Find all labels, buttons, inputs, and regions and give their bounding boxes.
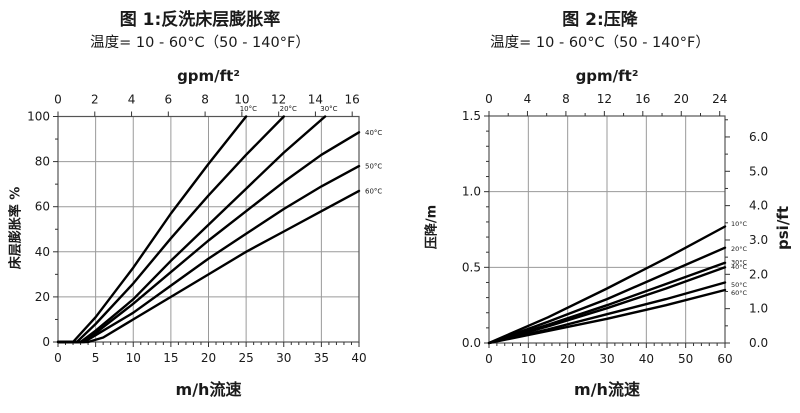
curve-label-20°C: 20°C — [280, 105, 297, 113]
tick-label: 20 — [35, 290, 50, 304]
figure-1-plot: 0 5 10 15 20 25 30 35 40 0 2 4 6 8 10 12 14 16 0 20 40 60 80 10… — [27, 93, 382, 366]
tick-label: 8 — [562, 92, 570, 106]
tick-label: 0.5 — [462, 260, 481, 274]
tick-label: 4 — [524, 92, 532, 106]
curve-20°C — [56, 115, 285, 344]
tick-label: 0 — [54, 351, 62, 365]
tick-label: 12 — [271, 93, 286, 107]
tick-label: 30 — [599, 352, 614, 366]
tick-label: 4.0 — [749, 199, 768, 213]
tick-label: 20 — [674, 92, 689, 106]
tick-label: 2.0 — [749, 267, 768, 281]
tick-label: 5.0 — [749, 164, 768, 178]
figure-2-pressure-drop: 图 2:压降 温度= 10 - 60°C（50 - 140°F） gpm/ft²… — [400, 0, 800, 413]
tick-label: 1.5 — [462, 109, 481, 123]
tick-label: 20 — [201, 351, 216, 365]
tick-label: 40 — [35, 245, 50, 259]
figure-1-title: 图 1:反洗床层膨胀率 — [119, 10, 281, 30]
tick-label: 35 — [314, 351, 329, 365]
tick-label: 6.0 — [749, 130, 768, 144]
curve-50°C — [56, 164, 361, 344]
figure-2-top-axis-unit: gpm/ft² — [575, 67, 639, 85]
tick-label: 8 — [201, 93, 209, 107]
tick-label: 0 — [54, 93, 62, 107]
curve-label-20°C: 20°C — [731, 245, 748, 253]
curve-60°C — [56, 189, 361, 344]
curve-label-60°C: 60°C — [365, 187, 382, 195]
figure-2-subtitle: 温度= 10 - 60°C（50 - 140°F） — [490, 35, 710, 51]
tick-label: 2 — [91, 93, 99, 107]
tick-label: 12 — [597, 92, 612, 106]
tick-label: 0 — [42, 335, 50, 349]
tick-label: 80 — [35, 155, 50, 169]
tick-label: 24 — [712, 92, 727, 106]
figure-2-x-axis-title: m/h流速 — [574, 380, 640, 399]
tick-label: 0 — [485, 92, 493, 106]
curve-label-10°C: 10°C — [731, 220, 748, 228]
curve-label-30°C: 30°C — [731, 259, 748, 267]
tick-label: 60 — [35, 200, 50, 214]
figure-1-bed-expansion: 图 1:反洗床层膨胀率 温度= 10 - 60°C（50 - 140°F） gp… — [9, 10, 383, 399]
tick-label: 10 — [234, 93, 249, 107]
curve-10°C — [487, 225, 727, 345]
tick-label: 4 — [128, 93, 136, 107]
curve-20°C — [487, 246, 727, 345]
tick-label: 16 — [345, 93, 360, 107]
curve-label-30°C: 30°C — [320, 105, 337, 113]
tick-label: 20 — [560, 352, 575, 366]
curve-40°C — [56, 131, 361, 344]
tick-label: 0 — [485, 352, 493, 366]
tick-label: 0.0 — [462, 336, 481, 350]
figure-1-subtitle: 温度= 10 - 60°C（50 - 140°F） — [90, 35, 310, 51]
tick-label: 5 — [92, 351, 100, 365]
tick-label: 40 — [351, 351, 366, 365]
tick-label: 15 — [163, 351, 178, 365]
tick-label: 50 — [678, 352, 693, 366]
figure-2-plot: 0 10 20 30 40 50 60 0 4 8 12 16 20 24 0.0 0.5 1.0 1.5 0.0 1… — [462, 92, 768, 366]
curve-label-10°C: 10°C — [240, 105, 257, 113]
tick-label: 40 — [639, 352, 654, 366]
figure-1-x-axis-title: m/h流速 — [175, 380, 242, 399]
tick-label: 30 — [276, 351, 291, 365]
curve-40°C — [487, 266, 727, 345]
tick-label: 0.0 — [749, 336, 768, 350]
curve-label-50°C: 50°C — [731, 281, 748, 289]
tick-label: 6 — [165, 93, 173, 107]
curve-label-50°C: 50°C — [365, 163, 382, 171]
tick-label: 10 — [521, 352, 536, 366]
tick-label: 60 — [717, 352, 732, 366]
tick-label: 10 — [126, 351, 141, 365]
curve-label-40°C: 40°C — [731, 263, 748, 271]
figure-1-top-axis-unit: gpm/ft² — [177, 67, 240, 85]
tick-label: 3.0 — [749, 233, 768, 247]
tick-label: 16 — [635, 92, 650, 106]
curve-30°C — [56, 115, 327, 344]
curve-label-40°C: 40°C — [365, 129, 382, 137]
tick-label: 25 — [238, 351, 253, 365]
tick-label: 1.0 — [749, 302, 768, 316]
tick-label: 14 — [308, 93, 323, 107]
tick-label: 1.0 — [462, 185, 481, 199]
curve-label-60°C: 60°C — [731, 289, 748, 297]
tick-label: 100 — [27, 110, 50, 124]
figure-2-title: 图 2:压降 — [562, 10, 638, 30]
curve-60°C — [487, 288, 727, 345]
